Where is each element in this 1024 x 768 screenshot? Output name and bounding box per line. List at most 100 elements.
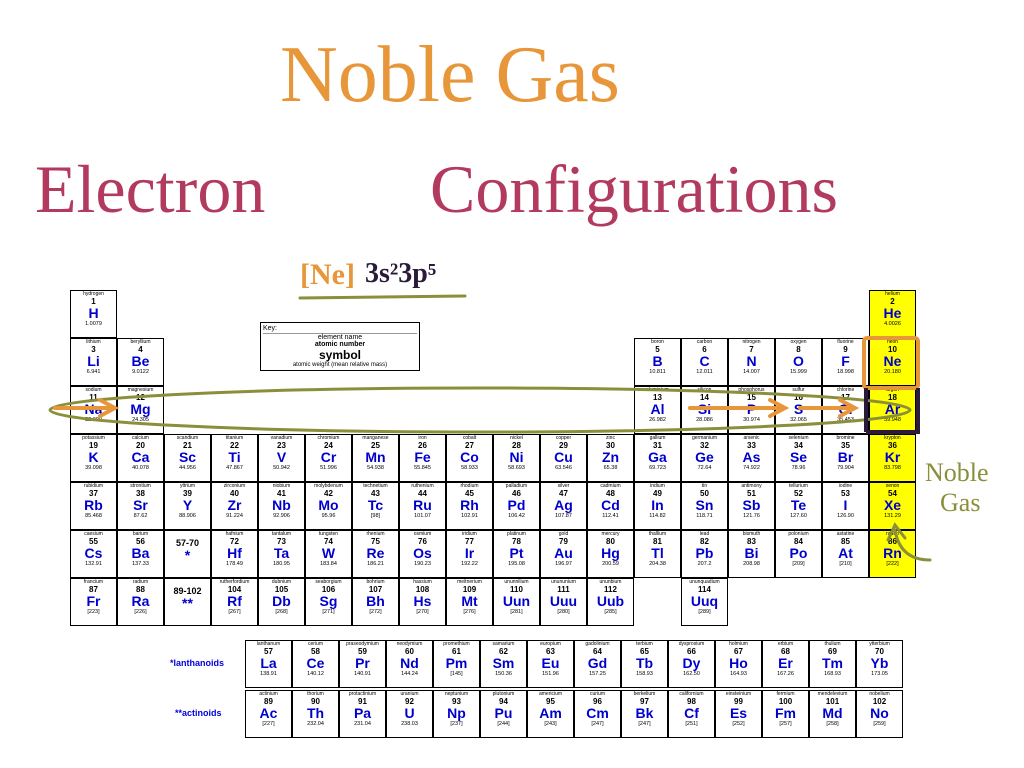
element-Pu: plutonium94Pu[244] xyxy=(480,690,527,738)
element-Bh: bohrium107Bh[272] xyxy=(352,578,399,626)
element-Po: polonium84Po[209] xyxy=(775,530,822,578)
element-Ac: actinium89Ac[227] xyxy=(245,690,292,738)
actinoids-label: **actinoids xyxy=(175,708,222,718)
element-In: indium49In114.82 xyxy=(634,482,681,530)
element-I: iodine53I126.90 xyxy=(822,482,869,530)
element-F: fluorine9F18.998 xyxy=(822,338,869,386)
element-Rf: rutherfordium104Rf[267] xyxy=(211,578,258,626)
config-bracket: [Ne] xyxy=(300,258,355,292)
element-Gd: gadolinium64Gd157.25 xyxy=(574,640,621,688)
element-Cu: copper29Cu63.546 xyxy=(540,434,587,482)
element-Os: osmium76Os190.23 xyxy=(399,530,446,578)
element-H: hydrogen1H1.0079 xyxy=(70,290,117,338)
element-Kr: krypton36Kr83.798 xyxy=(869,434,916,482)
element-Ca: calcium20Ca40.078 xyxy=(117,434,164,482)
element-Np: neptunium93Np[237] xyxy=(433,690,480,738)
element-Br: bromine35Br79.904 xyxy=(822,434,869,482)
element-P: phosphorus15P30.974 xyxy=(728,386,775,434)
element-Pm: promethium61Pm[145] xyxy=(433,640,480,688)
element-Ho: holmium67Ho164.93 xyxy=(715,640,762,688)
element-Tm: thulium69Tm168.93 xyxy=(809,640,856,688)
element-Uun: ununnilium110Uun[281] xyxy=(493,578,540,626)
element-Ti: titanium22Ti47.867 xyxy=(211,434,258,482)
element-S: sulfur16S32.065 xyxy=(775,386,822,434)
title-configurations: Configurations xyxy=(430,150,838,229)
element-Zn: zinc30Zn65.38 xyxy=(587,434,634,482)
element-Cm: curium96Cm[247] xyxy=(574,690,621,738)
element-Eu: europium63Eu151.96 xyxy=(527,640,574,688)
element-U: uranium92U238.03 xyxy=(386,690,433,738)
element-Co: cobalt27Co58.933 xyxy=(446,434,493,482)
element-Hf: hafnium72Hf178.49 xyxy=(211,530,258,578)
noble-gas-label-1: Noble xyxy=(925,458,989,488)
element-Fe: iron26Fe55.845 xyxy=(399,434,446,482)
element-Li: lithium3Li6.941 xyxy=(70,338,117,386)
placeholder-89-102: 89-102** xyxy=(164,578,211,626)
key-mass: atomic weight (mean relative mass) xyxy=(263,362,417,368)
element-Yb: ytterbium70Yb173.05 xyxy=(856,640,903,688)
element-Ga: gallium31Ga69.723 xyxy=(634,434,681,482)
element-Sb: antimony51Sb121.76 xyxy=(728,482,775,530)
element-Sr: strontium38Sr87.62 xyxy=(117,482,164,530)
element-Zr: zirconium40Zr91.224 xyxy=(211,482,258,530)
key-element-name: element name xyxy=(263,334,417,341)
element-Pb: lead82Pb207.2 xyxy=(681,530,728,578)
placeholder-57-70: 57-70* xyxy=(164,530,211,578)
element-Cf: californium98Cf[251] xyxy=(668,690,715,738)
element-Bk: berkelium97Bk[247] xyxy=(621,690,668,738)
element-Al: aluminium13Al26.982 xyxy=(634,386,681,434)
element-O: oxygen8O15.999 xyxy=(775,338,822,386)
title-noble-gas: Noble Gas xyxy=(280,30,620,121)
noble-gas-label-2: Gas xyxy=(940,488,980,518)
element-Se: selenium34Se78.96 xyxy=(775,434,822,482)
element-Mo: molybdenum42Mo95.96 xyxy=(305,482,352,530)
element-N: nitrogen7N14.007 xyxy=(728,338,775,386)
element-As: arsenic33As74.922 xyxy=(728,434,775,482)
element-Si: silicon14Si28.086 xyxy=(681,386,728,434)
element-Rh: rhodium45Rh102.91 xyxy=(446,482,493,530)
element-Xe: xenon54Xe131.29 xyxy=(869,482,916,530)
element-Sm: samarium62Sm150.36 xyxy=(480,640,527,688)
element-Au: gold79Au196.97 xyxy=(540,530,587,578)
title-electron: Electron xyxy=(35,150,265,229)
element-He: helium2He4.0026 xyxy=(869,290,916,338)
element-Pr: praseodymium59Pr140.91 xyxy=(339,640,386,688)
element-Ru: ruthenium44Ru101.07 xyxy=(399,482,446,530)
element-C: carbon6C12.011 xyxy=(681,338,728,386)
element-Cd: cadmium48Cd112.41 xyxy=(587,482,634,530)
element-Es: einsteinium99Es[252] xyxy=(715,690,762,738)
element-Nb: niobium41Nb92.906 xyxy=(258,482,305,530)
element-Fr: francium87Fr[223] xyxy=(70,578,117,626)
element-Ra: radium88Ra[226] xyxy=(117,578,164,626)
element-Cs: caesium55Cs132.91 xyxy=(70,530,117,578)
element-Fm: fermium100Fm[257] xyxy=(762,690,809,738)
key-atomic-number: atomic number xyxy=(263,341,417,348)
element-Pt: platinum78Pt195.08 xyxy=(493,530,540,578)
element-At: astatine85At[210] xyxy=(822,530,869,578)
element-Ne: neon10Ne20.180 xyxy=(869,338,916,386)
element-W: tungsten74W183.84 xyxy=(305,530,352,578)
element-Pa: protactinium91Pa231.04 xyxy=(339,690,386,738)
element-Db: dubnium105Db[268] xyxy=(258,578,305,626)
element-K: potassium19K39.098 xyxy=(70,434,117,482)
key-box: Key: element name atomic number symbol a… xyxy=(260,322,420,371)
element-Re: rhenium75Re186.21 xyxy=(352,530,399,578)
element-Cr: chromium24Cr51.996 xyxy=(305,434,352,482)
element-Mn: manganese25Mn54.938 xyxy=(352,434,399,482)
element-Nd: neodymium60Nd144.24 xyxy=(386,640,433,688)
element-Rb: rubidium37Rb85.468 xyxy=(70,482,117,530)
element-Be: beryllium4Be9.0122 xyxy=(117,338,164,386)
element-B: boron5B10.811 xyxy=(634,338,681,386)
element-Md: mendelevium101Md[258] xyxy=(809,690,856,738)
element-Uuq: ununquadium114Uuq[289] xyxy=(681,578,728,626)
element-Ir: iridium77Ir192.22 xyxy=(446,530,493,578)
element-Dy: dysprosium66Dy162.50 xyxy=(668,640,715,688)
key-symbol: symbol xyxy=(263,348,417,362)
element-Uub: ununbium112Uub[285] xyxy=(587,578,634,626)
element-Uuu: unununium111Uuu[280] xyxy=(540,578,587,626)
element-Er: erbium68Er167.26 xyxy=(762,640,809,688)
element-Hg: mercury80Hg200.59 xyxy=(587,530,634,578)
element-Sc: scandium21Sc44.956 xyxy=(164,434,211,482)
element-Ce: cerium58Ce140.12 xyxy=(292,640,339,688)
element-Pd: palladium46Pd106.42 xyxy=(493,482,540,530)
